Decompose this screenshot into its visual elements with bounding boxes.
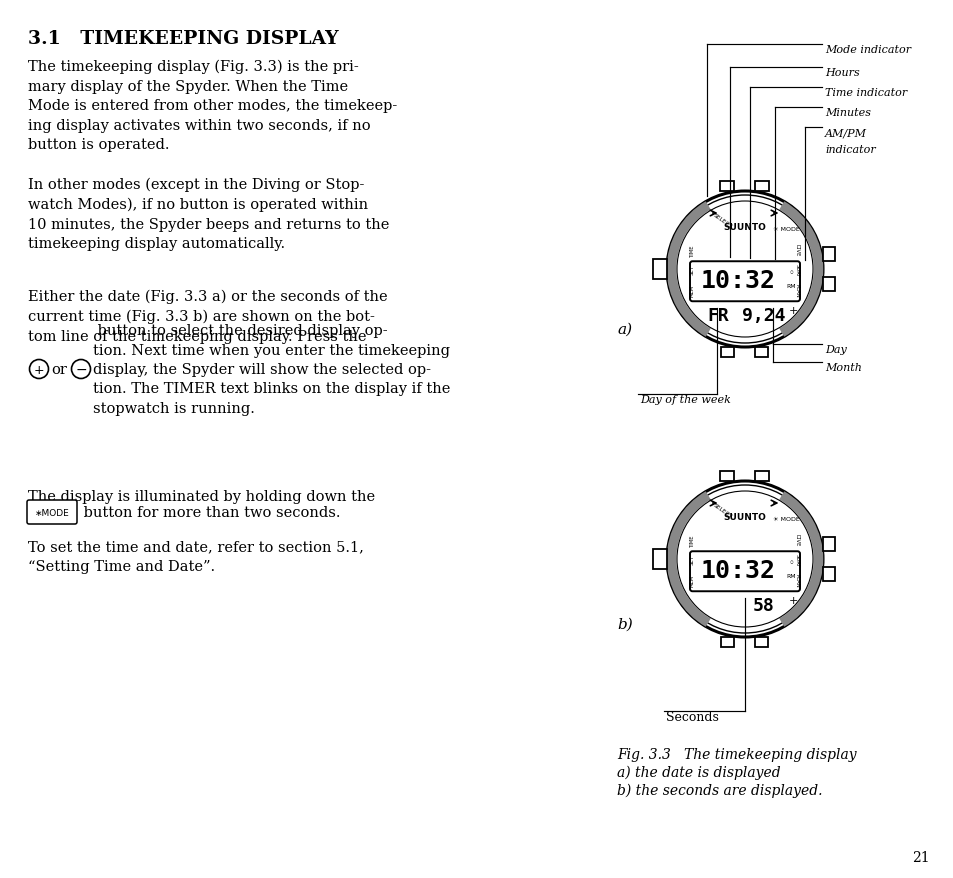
Text: Mode indicator: Mode indicator: [824, 45, 910, 55]
Text: or: or: [51, 363, 67, 377]
Text: a): a): [617, 322, 632, 336]
Text: Hours: Hours: [824, 68, 859, 78]
Text: 10:32: 10:32: [700, 268, 776, 292]
Text: button to select the desired display op-
tion. Next time when you enter the time: button to select the desired display op-…: [92, 324, 450, 415]
Text: PLAN: PLAN: [794, 573, 800, 587]
Text: a) the date is displayed: a) the date is displayed: [617, 765, 780, 780]
Text: Either the date (Fig. 3.3 a) or the seconds of the
current time (Fig. 3.3 b) are: Either the date (Fig. 3.3 a) or the seco…: [28, 290, 387, 343]
Circle shape: [667, 193, 821, 347]
Text: FR: FR: [707, 306, 729, 324]
Text: b) the seconds are displayed.: b) the seconds are displayed.: [617, 783, 821, 797]
Text: Time indicator: Time indicator: [824, 88, 906, 97]
Text: ◦: ◦: [787, 268, 793, 278]
Text: 9,24: 9,24: [741, 306, 785, 324]
FancyBboxPatch shape: [822, 248, 834, 262]
Circle shape: [677, 492, 812, 627]
Text: button for more than two seconds.: button for more than two seconds.: [79, 506, 340, 520]
Text: +: +: [33, 363, 44, 376]
Text: SUUNTO: SUUNTO: [722, 513, 765, 522]
FancyBboxPatch shape: [822, 277, 834, 291]
Text: SURF: SURF: [794, 264, 800, 278]
FancyBboxPatch shape: [652, 550, 666, 569]
Text: −: −: [75, 363, 87, 377]
Text: RM: RM: [785, 573, 795, 579]
Text: DIVE: DIVE: [794, 534, 800, 546]
FancyBboxPatch shape: [822, 537, 834, 551]
Text: In other modes (except in the Diving or Stop-
watch Modes), if no button is oper: In other modes (except in the Diving or …: [28, 178, 389, 251]
Text: Seconds: Seconds: [665, 710, 719, 723]
Text: TIME: TIME: [689, 244, 695, 256]
FancyBboxPatch shape: [822, 567, 834, 581]
FancyBboxPatch shape: [720, 637, 733, 647]
Text: MEM: MEM: [689, 284, 695, 297]
Text: 58: 58: [752, 596, 774, 614]
Text: The timekeeping display (Fig. 3.3) is the pri-
mary display of the Spyder. When : The timekeeping display (Fig. 3.3) is th…: [28, 60, 396, 152]
Text: Minutes: Minutes: [824, 108, 870, 118]
Text: SET: SET: [689, 554, 695, 565]
FancyBboxPatch shape: [652, 260, 666, 280]
Text: The display is illuminated by holding down the: The display is illuminated by holding do…: [28, 489, 375, 503]
FancyBboxPatch shape: [689, 262, 800, 302]
Text: ☀ MODE: ☀ MODE: [772, 227, 799, 232]
Text: +: +: [788, 595, 797, 605]
Text: SET: SET: [689, 265, 695, 275]
Text: Day of the week: Day of the week: [639, 394, 730, 405]
Text: AM/PM: AM/PM: [824, 128, 866, 138]
Text: Fig. 3.3   The timekeeping display: Fig. 3.3 The timekeeping display: [617, 747, 856, 761]
Text: SELECT: SELECT: [711, 502, 732, 519]
FancyBboxPatch shape: [754, 637, 767, 647]
Text: SURF: SURF: [794, 554, 800, 568]
Text: 10:32: 10:32: [700, 558, 776, 582]
Text: SELECT: SELECT: [711, 212, 732, 229]
Text: b): b): [617, 617, 632, 631]
Text: MEM: MEM: [689, 574, 695, 587]
Circle shape: [677, 202, 812, 338]
Text: 21: 21: [911, 850, 929, 864]
Text: TIME: TIME: [689, 534, 695, 546]
Text: +: +: [788, 306, 797, 315]
FancyBboxPatch shape: [720, 471, 733, 481]
Text: 3.1   TIMEKEEPING DISPLAY: 3.1 TIMEKEEPING DISPLAY: [28, 30, 338, 48]
Circle shape: [667, 482, 821, 637]
FancyBboxPatch shape: [720, 182, 733, 191]
FancyBboxPatch shape: [754, 348, 767, 357]
Text: Month: Month: [824, 363, 861, 372]
Text: SUUNTO: SUUNTO: [722, 223, 765, 233]
Text: DIVE: DIVE: [794, 244, 800, 256]
FancyBboxPatch shape: [27, 500, 77, 524]
Text: Day: Day: [824, 344, 846, 355]
Text: ◦: ◦: [787, 558, 793, 568]
Text: ∗MODE: ∗MODE: [34, 507, 70, 517]
Text: To set the time and date, refer to section 5.1,
“Setting Time and Date”.: To set the time and date, refer to secti…: [28, 539, 363, 572]
FancyBboxPatch shape: [720, 348, 733, 357]
Text: ☀ MODE: ☀ MODE: [772, 516, 799, 522]
Text: PLAN: PLAN: [794, 284, 800, 298]
FancyBboxPatch shape: [754, 182, 768, 191]
Text: RM: RM: [785, 284, 795, 289]
FancyBboxPatch shape: [689, 551, 800, 592]
Text: indicator: indicator: [824, 145, 875, 155]
FancyBboxPatch shape: [754, 471, 768, 481]
